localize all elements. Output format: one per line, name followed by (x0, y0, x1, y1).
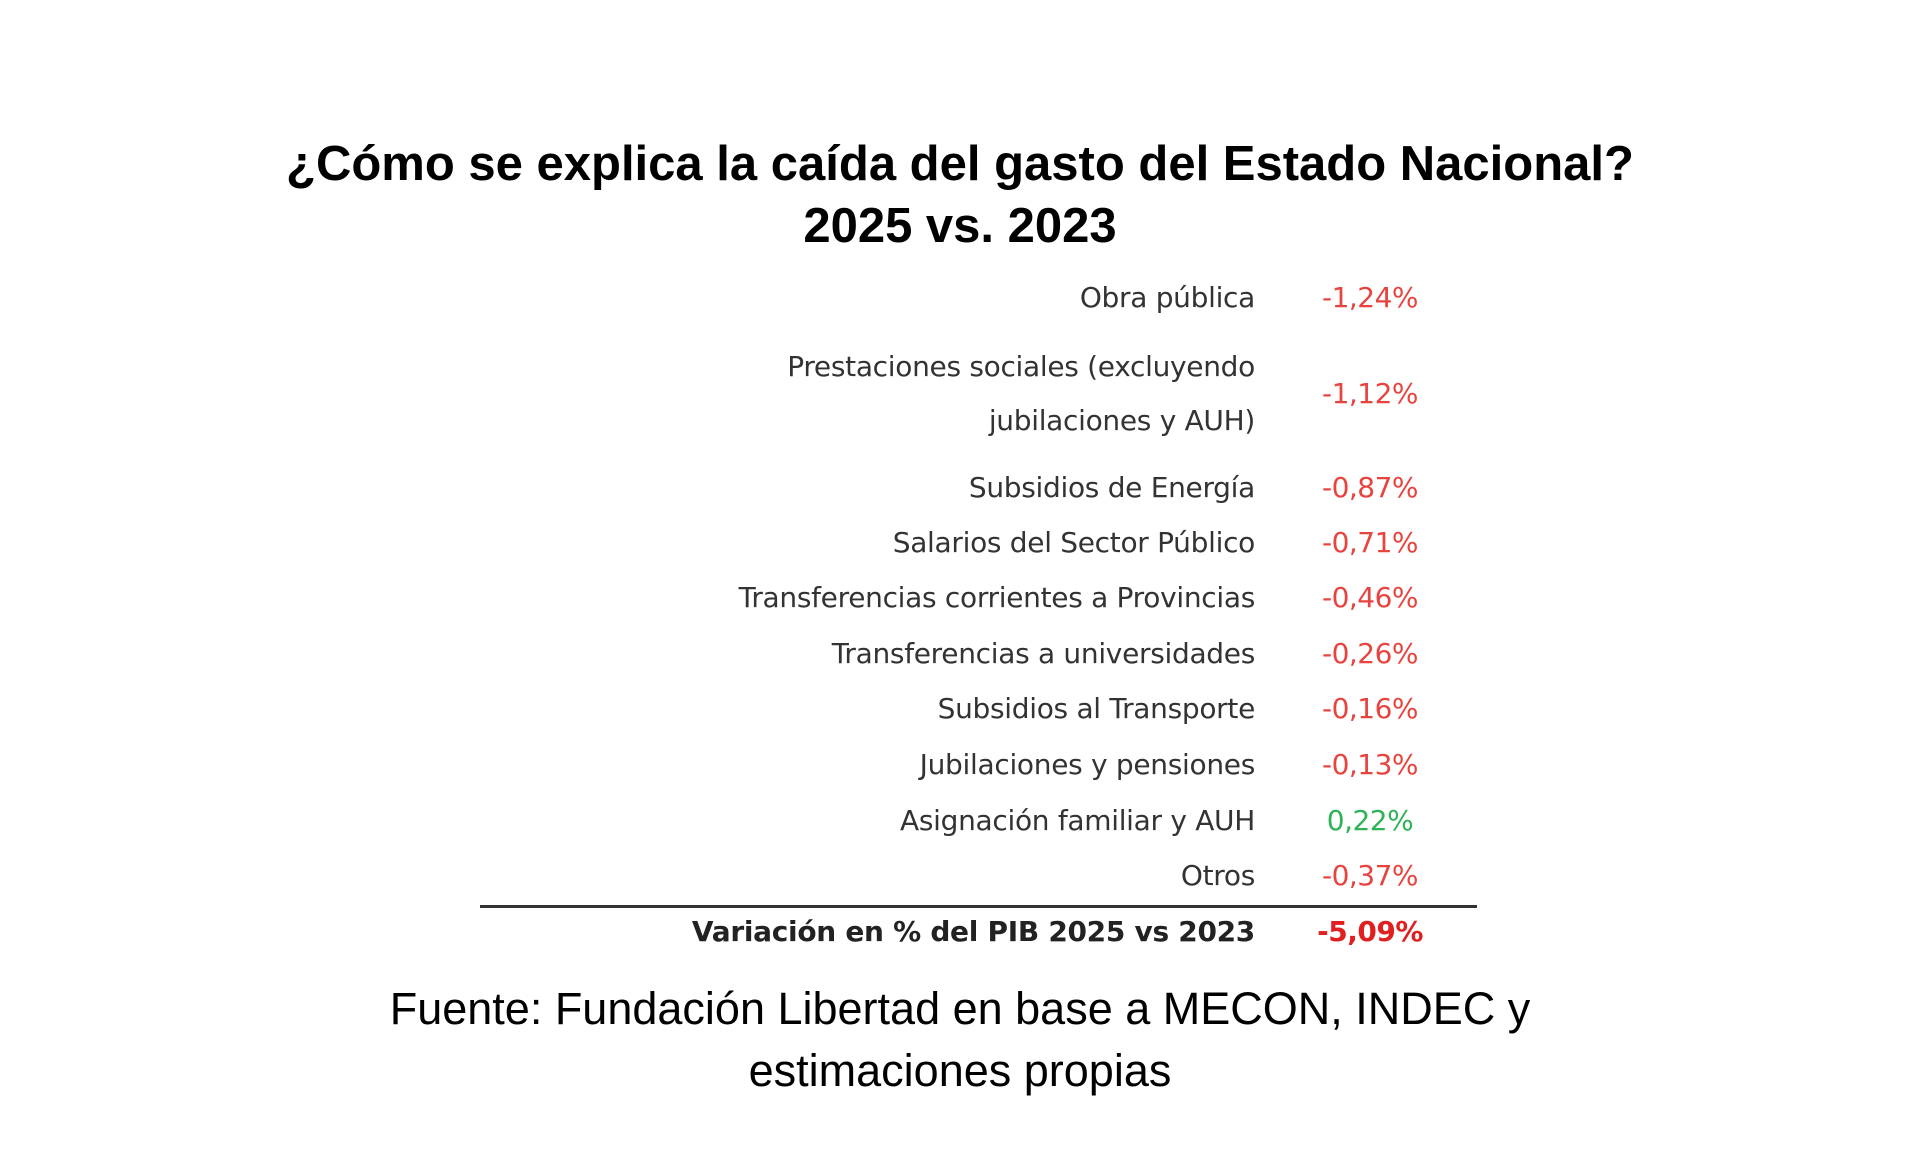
row-value: -1,12% (1321, 377, 1419, 410)
source-line-1: Fuente: Fundación Libertad en base a MEC… (389, 983, 1531, 1034)
row-value: -1,24% (1321, 281, 1419, 314)
title-line-2: 2025 vs. 2023 (803, 199, 1117, 253)
row-value: -0,26% (1321, 637, 1419, 670)
row-label-line-2: jubilaciones y AUH) (988, 404, 1255, 437)
row-label: Subsidios al Transporte (937, 692, 1256, 725)
row-label: Asignación familiar y AUH (899, 804, 1255, 837)
row-value: -0,37% (1321, 859, 1419, 892)
total-divider (480, 905, 1477, 908)
row-label: Salarios del Sector Público (892, 526, 1256, 559)
row-label: Jubilaciones y pensiones (919, 748, 1256, 781)
title-line-1: ¿Cómo se explica la caída del gasto del … (286, 137, 1634, 191)
row-value: -0,13% (1321, 748, 1419, 781)
row-label: Transferencias corrientes a Provincias (738, 581, 1256, 614)
row-value: -0,16% (1321, 692, 1419, 725)
row-value: -0,46% (1321, 581, 1419, 614)
source-line-2: estimaciones propias (748, 1045, 1172, 1096)
row-label: Obra pública (1079, 281, 1255, 314)
row-value: -0,71% (1321, 526, 1419, 559)
row-label: Otros (1180, 859, 1255, 892)
total-value: -5,09% (1317, 915, 1423, 948)
row-label: Prestaciones sociales (excluyendo (787, 350, 1255, 383)
row-label: Transferencias a universidades (831, 637, 1256, 670)
row-value: 0,22% (1326, 804, 1414, 837)
total-label: Variación en % del PIB 2025 vs 2023 (691, 915, 1255, 948)
row-value: -0,87% (1321, 471, 1419, 504)
row-label: Subsidios de Energía (968, 471, 1255, 504)
